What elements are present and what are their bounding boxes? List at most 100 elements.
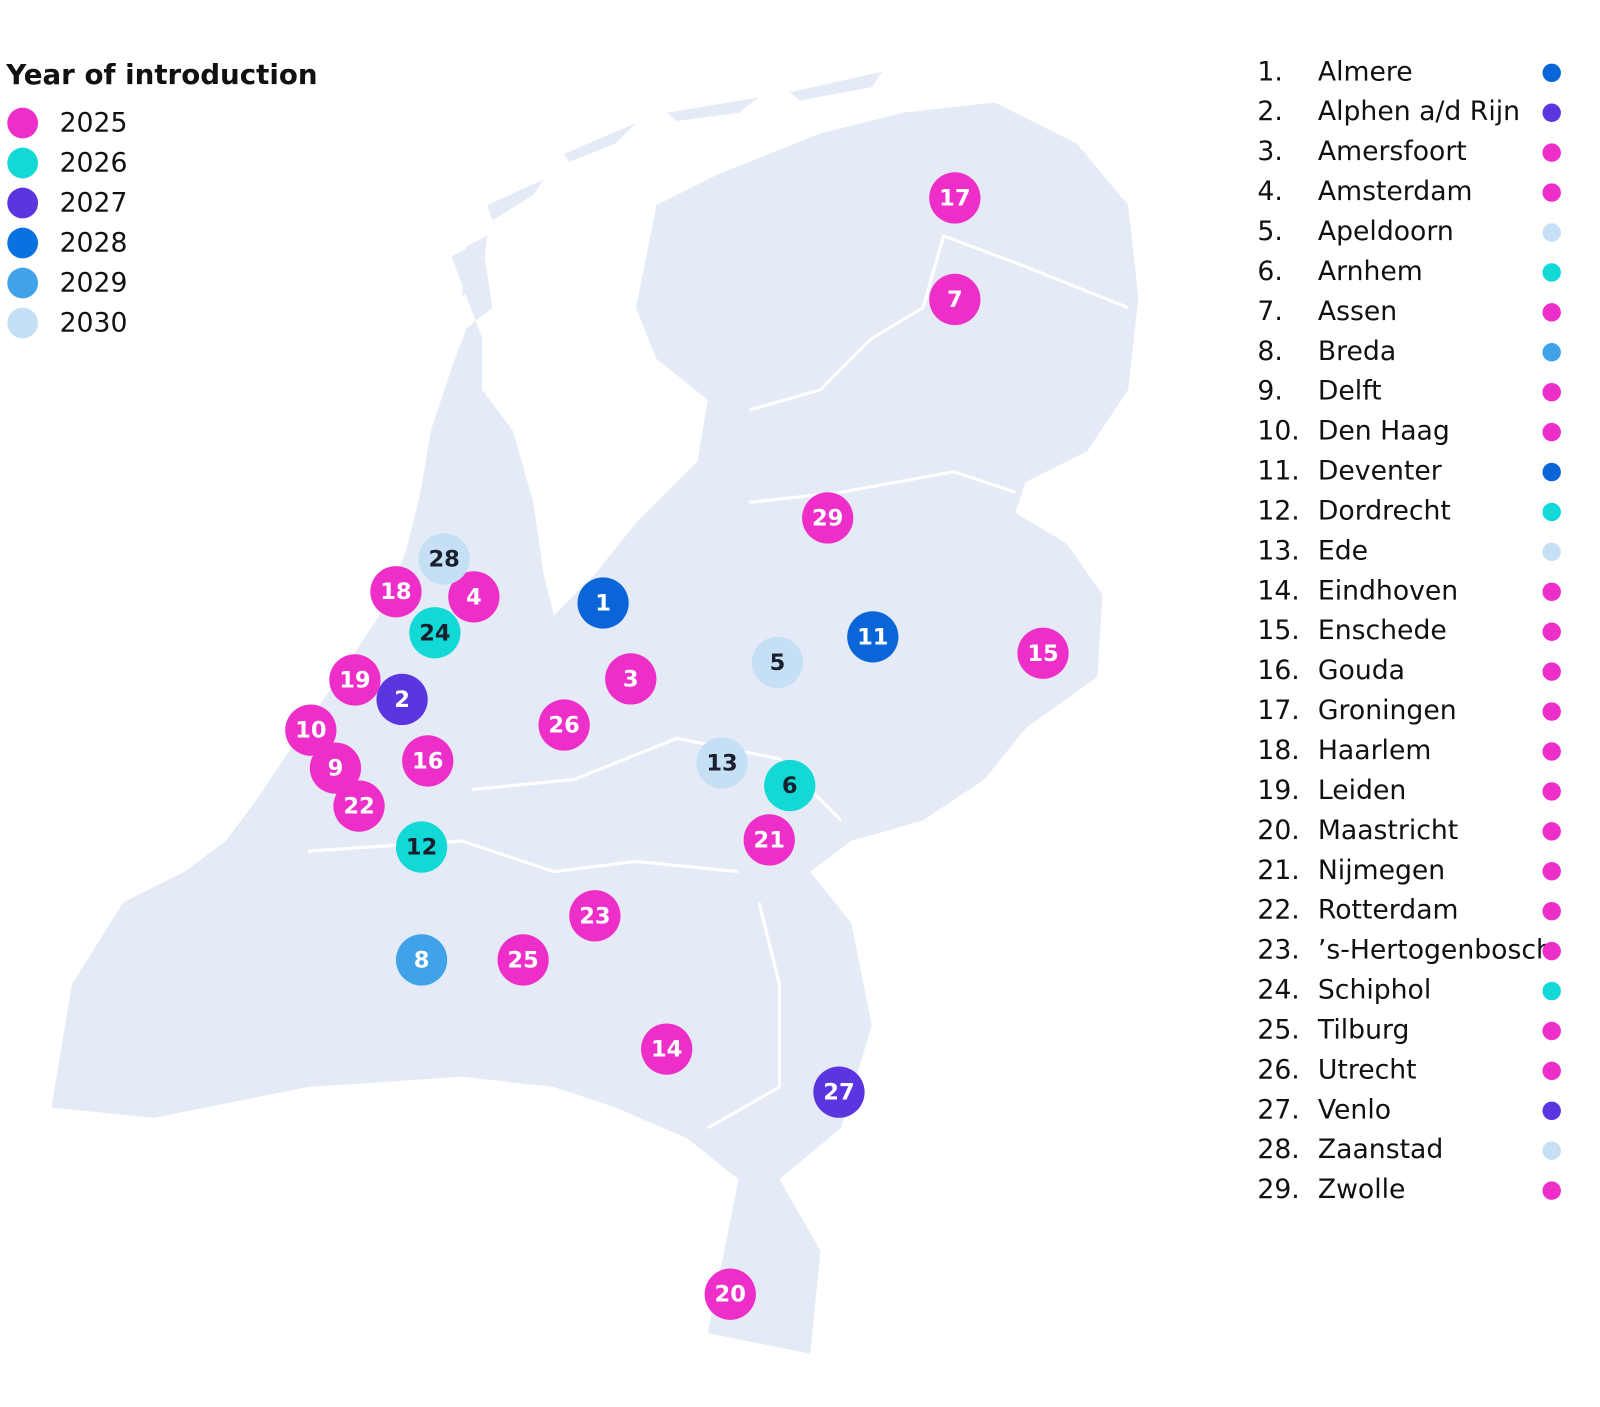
city-index: 22.	[1257, 895, 1299, 926]
city-name: Dordrecht	[1318, 495, 1451, 526]
city-marker: 4	[448, 571, 500, 623]
city-index: 8.	[1257, 336, 1282, 367]
city-name: Utrecht	[1318, 1054, 1417, 1085]
city-name: Enschede	[1318, 615, 1447, 646]
city-index: 1.	[1257, 56, 1282, 87]
city-index: 2.	[1257, 96, 1282, 127]
city-index: 3.	[1257, 136, 1282, 167]
city-name: Venlo	[1318, 1094, 1391, 1125]
city-index: 16.	[1257, 655, 1299, 686]
city-marker: 16	[402, 735, 454, 787]
city-dot	[1542, 462, 1561, 482]
marker-label: 8	[414, 947, 430, 973]
marker-circle	[929, 273, 981, 326]
city-dot	[1542, 1181, 1561, 1200]
city-marker: 14	[641, 1023, 693, 1075]
city-dot	[1542, 183, 1561, 202]
city-index: 26.	[1257, 1054, 1299, 1085]
city-index: 12.	[1257, 495, 1299, 526]
markers: 1234567891011121314151617181920212223242…	[285, 172, 1069, 1320]
city-name: Leiden	[1318, 775, 1406, 806]
marker-label: 25	[507, 947, 538, 973]
marker-circle	[929, 172, 981, 224]
marker-label: 22	[343, 794, 374, 820]
city-marker: 25	[497, 934, 549, 986]
marker-circle	[376, 673, 428, 726]
city-dot	[1542, 1021, 1561, 1041]
city-name: Assen	[1318, 296, 1397, 327]
marker-label: 9	[328, 756, 344, 782]
city-marker: 23	[569, 890, 621, 942]
marker-circle	[1017, 627, 1069, 679]
city-name: Haarlem	[1318, 735, 1431, 766]
city-marker: 19	[329, 654, 381, 706]
city-index: 5.	[1257, 216, 1282, 247]
legend-swatch	[7, 187, 39, 219]
legend-label: 2030	[60, 308, 128, 339]
city-name: Nijmegen	[1318, 855, 1445, 886]
city-marker: 2	[376, 673, 428, 726]
marker-label: 19	[339, 667, 370, 693]
city-dot	[1542, 223, 1561, 242]
marker-label: 2	[394, 687, 410, 713]
city-name: Den Haag	[1318, 416, 1450, 447]
marker-label: 21	[754, 827, 785, 853]
city-marker: 5	[751, 636, 804, 689]
marker-circle	[569, 890, 621, 942]
marker-label: 29	[812, 505, 843, 531]
island	[666, 97, 759, 122]
city-marker: 26	[538, 699, 590, 751]
city-dot	[1542, 63, 1561, 83]
legend-label: 2025	[60, 108, 128, 139]
marker-circle	[802, 492, 854, 544]
city-name: Delft	[1318, 376, 1382, 407]
city-index: 18.	[1257, 735, 1299, 766]
city-index: 24.	[1257, 975, 1299, 1006]
city-name: Rotterdam	[1318, 895, 1459, 926]
city-dot	[1542, 622, 1561, 641]
city-name: Alphen a/d Rijn	[1318, 96, 1520, 127]
city-index: 7.	[1257, 296, 1282, 327]
legend: 2025 2026 2027 2028 2029 2030	[7, 108, 127, 339]
city-marker: 18	[370, 566, 422, 618]
city-dot	[1542, 1101, 1561, 1121]
marker-circle	[847, 611, 899, 663]
city-dot	[1542, 1061, 1561, 1081]
city-marker: 20	[704, 1268, 756, 1320]
city-dot	[1542, 782, 1561, 801]
city-marker: 13	[696, 737, 748, 789]
city-marker: 24	[409, 607, 461, 659]
city-dot	[1542, 382, 1561, 402]
marker-label: 12	[406, 835, 437, 861]
city-index: 11.	[1257, 456, 1299, 487]
marker-circle	[395, 934, 448, 986]
legend-swatch	[7, 227, 39, 259]
city-index: 27.	[1257, 1094, 1299, 1125]
city-index: 10.	[1257, 416, 1299, 447]
city-marker: 15	[1017, 627, 1069, 679]
marker-label: 11	[857, 624, 888, 650]
legend-label: 2026	[60, 148, 128, 179]
marker-label: 26	[548, 713, 579, 739]
marker-circle	[764, 759, 816, 812]
city-index: 21.	[1257, 855, 1299, 886]
marker-label: 5	[770, 650, 786, 676]
marker-circle	[285, 704, 337, 756]
netherlands-map	[51, 71, 1139, 1354]
city-index: 20.	[1257, 815, 1299, 846]
city-dot	[1542, 941, 1561, 961]
city-index: 4.	[1257, 176, 1282, 207]
island	[487, 179, 544, 221]
city-dot	[1542, 862, 1561, 881]
legend-title: Year of introduction	[5, 58, 317, 91]
marker-label: 17	[939, 185, 970, 211]
land	[51, 102, 1139, 1354]
city-marker: 10	[285, 704, 337, 756]
city-index: 9.	[1257, 376, 1282, 407]
island	[564, 123, 636, 163]
city-name: Apeldoorn	[1318, 216, 1454, 247]
city-dot	[1542, 901, 1561, 921]
city-dot	[1542, 662, 1561, 681]
marker-circle	[333, 780, 385, 832]
